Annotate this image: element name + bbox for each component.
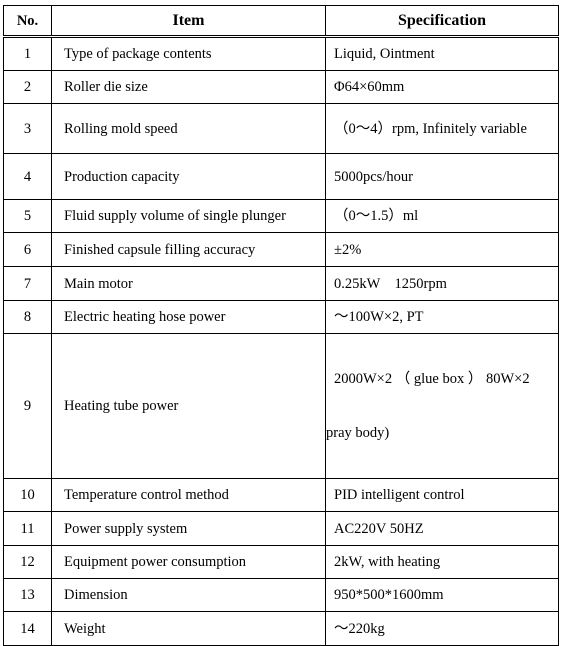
spec-cell: Liquid, Ointment bbox=[325, 36, 559, 71]
item-cell: Roller die size bbox=[51, 70, 326, 104]
spec-line-1: 2000W×2 （ glue box ） 80W×2 bbox=[334, 371, 530, 387]
row-number: 5 bbox=[3, 199, 52, 233]
spec-cell: PID intelligent control bbox=[325, 478, 559, 512]
item-cell: Weight bbox=[51, 611, 326, 646]
row-number: 1 bbox=[3, 36, 52, 71]
table-row: 10 Temperature control method PID intell… bbox=[3, 478, 559, 512]
item-cell: Equipment power consumption bbox=[51, 545, 326, 579]
row-number: 6 bbox=[3, 232, 52, 267]
spec-cell: 0.25kW 1250rpm bbox=[325, 266, 559, 301]
spec-cell: 2000W×2 （ glue box ） 80W×2 pray body) bbox=[325, 333, 559, 479]
table-row: 4 Production capacity 5000pcs/hour bbox=[3, 153, 559, 200]
item-cell: Type of package contents bbox=[51, 36, 326, 71]
spec-cell: 5000pcs/hour bbox=[325, 153, 559, 200]
table-row: 1 Type of package contents Liquid, Ointm… bbox=[3, 36, 559, 71]
table-row: 13 Dimension 950*500*1600mm bbox=[3, 578, 559, 612]
table-row: 12 Equipment power consumption 2kW, with… bbox=[3, 545, 559, 579]
header-no: No. bbox=[3, 5, 52, 38]
spec-line-2: pray body) bbox=[326, 425, 390, 441]
row-number: 11 bbox=[3, 511, 52, 546]
spec-cell: （0～1.5）ml bbox=[325, 199, 559, 233]
item-cell: Finished capsule filling accuracy bbox=[51, 232, 326, 267]
row-number: 9 bbox=[3, 333, 52, 479]
table-row: 11 Power supply system AC220V 50HZ bbox=[3, 511, 559, 546]
item-cell: Power supply system bbox=[51, 511, 326, 546]
item-cell: Dimension bbox=[51, 578, 326, 612]
spec-table: No. Item Specification 1 Type of package… bbox=[3, 5, 559, 646]
header-spec: Specification bbox=[325, 5, 559, 38]
table-row: 8 Electric heating hose power ～100W×2, P… bbox=[3, 300, 559, 334]
table-row: 5 Fluid supply volume of single plunger … bbox=[3, 199, 559, 233]
spec-cell: ～220kg bbox=[325, 611, 559, 646]
header-row: No. Item Specification bbox=[3, 5, 559, 38]
item-cell: Rolling mold speed bbox=[51, 103, 326, 154]
table-row: 6 Finished capsule filling accuracy ±2% bbox=[3, 232, 559, 267]
row-number: 12 bbox=[3, 545, 52, 579]
table-row: 14 Weight ～220kg bbox=[3, 611, 559, 646]
row-number: 7 bbox=[3, 266, 52, 301]
spec-cell: （0～4）rpm, Infinitely variable bbox=[325, 103, 559, 154]
row-number: 4 bbox=[3, 153, 52, 200]
row-number: 3 bbox=[3, 103, 52, 154]
table-row: 9 Heating tube power 2000W×2 （ glue box … bbox=[3, 333, 559, 479]
table-row: 3 Rolling mold speed （0～4）rpm, Infinitel… bbox=[3, 103, 559, 154]
item-cell: Electric heating hose power bbox=[51, 300, 326, 334]
item-cell: Main motor bbox=[51, 266, 326, 301]
item-cell: Temperature control method bbox=[51, 478, 326, 512]
header-item: Item bbox=[51, 5, 326, 38]
table-row: 7 Main motor 0.25kW 1250rpm bbox=[3, 266, 559, 301]
spec-cell: Φ64×60mm bbox=[325, 70, 559, 104]
spec-cell: 2kW, with heating bbox=[325, 545, 559, 579]
item-cell: Heating tube power bbox=[51, 333, 326, 479]
spec-cell: 950*500*1600mm bbox=[325, 578, 559, 612]
spec-cell: ～100W×2, PT bbox=[325, 300, 559, 334]
row-number: 14 bbox=[3, 611, 52, 646]
row-number: 13 bbox=[3, 578, 52, 612]
spec-cell: AC220V 50HZ bbox=[325, 511, 559, 546]
item-cell: Fluid supply volume of single plunger bbox=[51, 199, 326, 233]
row-number: 2 bbox=[3, 70, 52, 104]
table-row: 2 Roller die size Φ64×60mm bbox=[3, 70, 559, 104]
row-number: 10 bbox=[3, 478, 52, 512]
spec-cell: ±2% bbox=[325, 232, 559, 267]
item-cell: Production capacity bbox=[51, 153, 326, 200]
row-number: 8 bbox=[3, 300, 52, 334]
